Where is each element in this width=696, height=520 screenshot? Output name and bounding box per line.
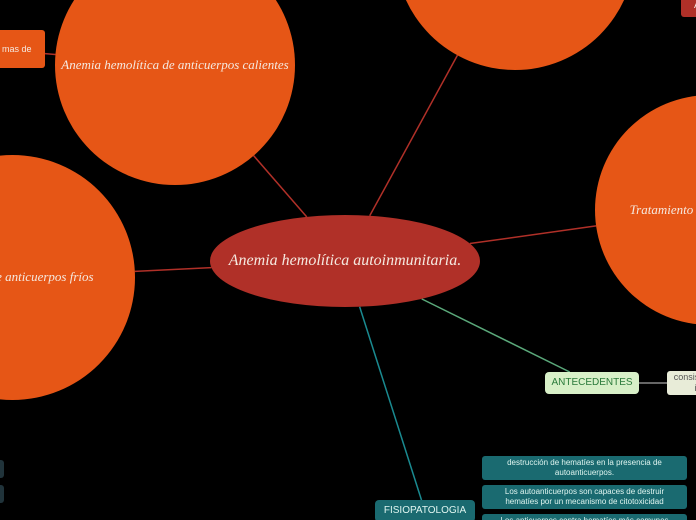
node-treatment-label: Tratamiento a hemoi autoinmu — [630, 202, 696, 218]
node-fisio-note2-label: Los autoanticuerpos son capaces de destr… — [488, 487, 681, 506]
node-fisio-note1-label: destrucción de hematíes en la presencia … — [488, 458, 681, 477]
node-anemia-tag[interactable]: Anemia — [681, 0, 696, 17]
node-antecedentes-note-label: consis nivel ir — [673, 372, 696, 394]
node-warm[interactable]: Anemia hemolítica de anticuerpos calient… — [55, 0, 295, 185]
node-warm-note[interactable]: ás variable, mas de — [0, 30, 45, 68]
node-antecedentes-label: ANTECEDENTES — [551, 377, 632, 390]
node-center[interactable]: Anemia hemolítica autoinmunitaria. — [210, 215, 480, 307]
mindmap-canvas: { "background": "#000000", "line_color":… — [0, 0, 696, 520]
node-left-stub1[interactable] — [0, 460, 4, 478]
node-fisio-note2[interactable]: Los autoanticuerpos son capaces de destr… — [482, 485, 687, 509]
node-cold-label: hemolítica de anticuerpos fríos — [0, 269, 94, 285]
node-cold[interactable]: hemolítica de anticuerpos fríos — [0, 155, 135, 400]
node-antecedentes-note[interactable]: consis nivel ir — [667, 371, 696, 395]
node-warm-note-label: ás variable, mas de — [0, 44, 32, 55]
node-center-label: Anemia hemolítica autoinmunitaria. — [229, 251, 461, 271]
node-fisio-note3[interactable]: Los anticuerpos contra hematíes más comu… — [482, 514, 687, 520]
node-left-stub2[interactable] — [0, 485, 4, 503]
node-fisio-note3-label: Los anticuerpos contra hematíes más comu… — [500, 516, 668, 520]
node-fisio-label: FISIOPATOLOGIA — [384, 505, 466, 518]
node-antecedentes[interactable]: ANTECEDENTES — [545, 372, 639, 394]
node-treatment[interactable]: Tratamiento a hemoi autoinmu — [595, 95, 696, 325]
node-fisio-note1[interactable]: destrucción de hematíes en la presencia … — [482, 456, 687, 480]
node-warm-label: Anemia hemolítica de anticuerpos calient… — [61, 57, 288, 73]
node-fisio[interactable]: FISIOPATOLOGIA — [375, 500, 475, 520]
node-top-right[interactable] — [395, 0, 635, 70]
